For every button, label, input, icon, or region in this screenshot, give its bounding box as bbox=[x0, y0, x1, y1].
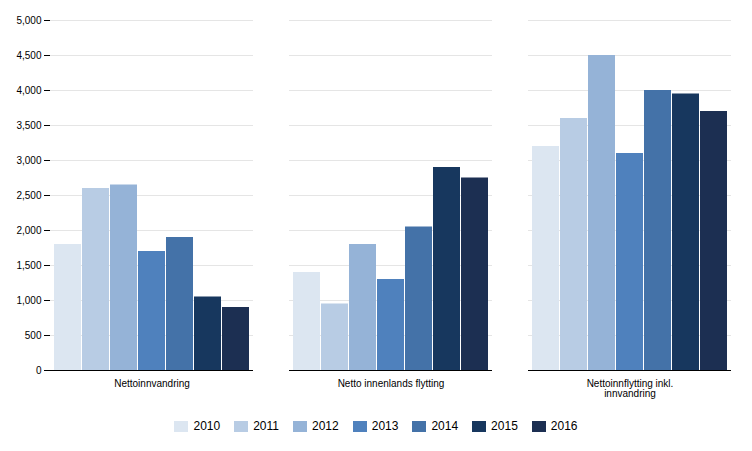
html-text:2012: 2012 bbox=[312, 419, 339, 433]
svg-text:500: 500 bbox=[25, 330, 42, 341]
svg-text:1,500: 1,500 bbox=[16, 260, 41, 271]
svg-text:3,000: 3,000 bbox=[16, 155, 41, 166]
svg-text:Netto innenlands flytting: Netto innenlands flytting bbox=[338, 378, 445, 389]
html-text:2014: 2014 bbox=[431, 419, 459, 433]
svg-text:2,500: 2,500 bbox=[16, 190, 41, 201]
svg-text:3,500: 3,500 bbox=[16, 120, 41, 131]
html-text:2010: 2010 bbox=[193, 419, 221, 433]
svg-text:1,000: 1,000 bbox=[16, 295, 41, 306]
html-text:2013: 2013 bbox=[371, 419, 399, 433]
svg-text:Nettoinnvandring: Nettoinnvandring bbox=[114, 378, 190, 389]
svg-text:0: 0 bbox=[36, 365, 42, 376]
svg-text:2,000: 2,000 bbox=[16, 225, 41, 236]
html-text:2016: 2016 bbox=[550, 419, 578, 433]
html-text:2015: 2015 bbox=[491, 419, 518, 433]
svg-text:4,000: 4,000 bbox=[16, 85, 41, 96]
svg-text:Nettoinnflytting inkl.innvandr: Nettoinnflytting inkl.innvandring bbox=[587, 378, 674, 399]
svg-text:5,000: 5,000 bbox=[16, 15, 41, 26]
svg-text:4,500: 4,500 bbox=[16, 50, 41, 61]
html-text:2011: 2011 bbox=[253, 419, 279, 433]
